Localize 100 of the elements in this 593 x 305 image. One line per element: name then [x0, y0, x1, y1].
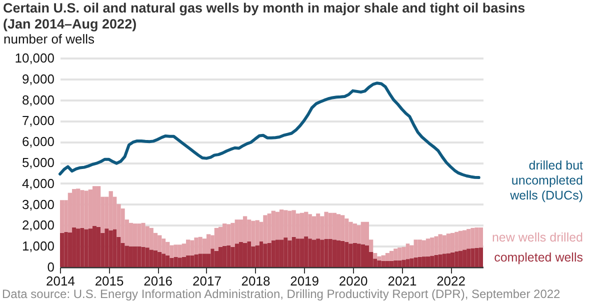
bar — [406, 259, 410, 267]
bar — [398, 260, 402, 267]
bar — [76, 188, 80, 229]
bar — [247, 241, 252, 267]
y-tick-label: 1,000 — [22, 238, 54, 254]
bar — [198, 236, 202, 254]
bar — [174, 256, 178, 267]
bar — [198, 254, 202, 267]
bar — [344, 242, 349, 267]
bar — [360, 222, 365, 244]
bar — [238, 242, 243, 267]
bar — [292, 236, 296, 267]
bar — [470, 248, 475, 267]
bar — [190, 240, 194, 256]
bar — [64, 232, 68, 267]
bar — [202, 254, 206, 267]
bar — [377, 256, 382, 260]
bar — [186, 255, 190, 267]
bar — [238, 220, 243, 242]
bar — [60, 232, 64, 267]
bar — [162, 254, 166, 267]
bar — [194, 254, 198, 267]
line-series — [58, 82, 480, 180]
bar — [271, 210, 276, 240]
bar — [332, 212, 337, 240]
bar — [320, 216, 324, 240]
bar — [255, 220, 260, 246]
bar — [141, 222, 146, 247]
y-tick-label: 8,000 — [22, 92, 54, 108]
bar — [210, 248, 214, 267]
series-label: new wells drilled — [492, 230, 584, 245]
bar — [450, 252, 455, 267]
bar — [182, 256, 186, 267]
bar — [336, 240, 341, 267]
bar — [104, 228, 109, 267]
bar — [332, 240, 337, 267]
bar — [308, 238, 312, 267]
y-tick-label: 7,000 — [22, 113, 54, 128]
bar — [214, 250, 219, 267]
y-tick-label: 4,000 — [22, 176, 54, 191]
bar — [149, 250, 154, 267]
bar — [478, 248, 483, 267]
bar — [132, 224, 138, 246]
bar — [149, 228, 154, 250]
bar — [292, 210, 296, 237]
bar — [364, 245, 369, 267]
bar — [108, 191, 113, 230]
bar — [385, 260, 390, 267]
bar — [389, 250, 394, 261]
bar — [222, 224, 227, 246]
bar — [166, 255, 170, 267]
bar — [320, 240, 324, 267]
bar — [242, 216, 248, 243]
bar — [340, 215, 345, 241]
bar — [178, 258, 182, 267]
bar — [178, 244, 182, 258]
bar — [145, 226, 150, 248]
bar — [458, 250, 463, 267]
bar — [389, 260, 394, 267]
bar — [434, 254, 438, 267]
bar — [312, 216, 316, 240]
bar — [230, 222, 235, 247]
bar — [373, 252, 378, 259]
bar — [182, 244, 186, 257]
x-tick-label: 2020 — [338, 274, 368, 288]
bar — [340, 240, 345, 267]
bar — [304, 236, 308, 267]
bar — [304, 212, 308, 236]
bar — [377, 260, 382, 267]
bar — [88, 189, 92, 229]
bar — [242, 242, 248, 267]
bar — [222, 246, 227, 267]
source-note: Data source: U.S. Energy Information Administration, Drilling Productivity Report (DPR), September 2022 — [2, 287, 561, 301]
bar — [296, 238, 300, 267]
bar — [312, 240, 316, 267]
bar — [300, 238, 304, 267]
y-tick-label: 10,000 — [14, 50, 54, 66]
bar — [434, 236, 438, 255]
bar — [186, 240, 190, 256]
bar — [166, 242, 170, 256]
x-tick-label: 2015 — [94, 274, 124, 288]
chart-title: Certain U.S. oil and natural gas wells by month in major shale and tight oil basins (Jan 2014–Aug 2022) — [3, 0, 526, 32]
bar — [478, 228, 483, 248]
bar — [402, 246, 406, 260]
bar — [381, 255, 386, 261]
bar — [226, 245, 231, 267]
bar — [344, 218, 349, 242]
bar — [406, 244, 410, 260]
bar — [422, 240, 426, 257]
bar — [267, 242, 272, 267]
bar — [137, 224, 142, 246]
bar — [218, 246, 223, 267]
bar — [234, 244, 239, 267]
bar — [132, 246, 138, 267]
bar — [68, 192, 72, 233]
bar — [316, 213, 320, 239]
bar — [174, 244, 178, 257]
bar — [92, 226, 96, 267]
bar — [356, 225, 361, 244]
bar — [422, 256, 426, 267]
